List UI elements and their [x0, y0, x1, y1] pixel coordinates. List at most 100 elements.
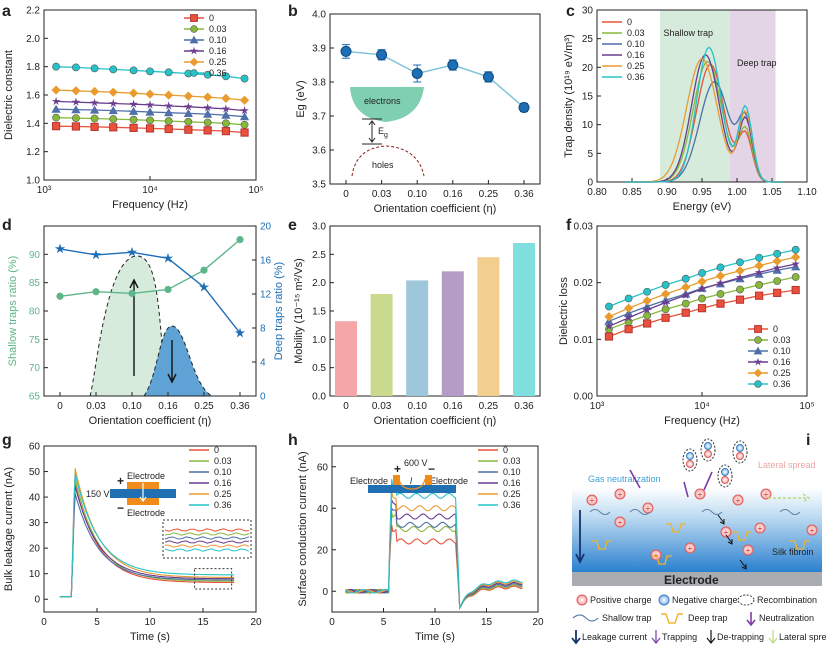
- a-legend-marker: [189, 46, 199, 55]
- b-xtick-label: 0: [343, 189, 349, 200]
- d-shallow-point: [128, 289, 136, 298]
- h-legend-label: 0.16: [503, 478, 521, 488]
- h-series-line: [345, 524, 523, 610]
- f-point: [624, 313, 633, 322]
- panel-label-c: c: [566, 3, 575, 20]
- a-point: [51, 96, 61, 106]
- c-legend-label: 0.25: [627, 61, 645, 71]
- b-point: [340, 45, 352, 57]
- d-shallow-point: [236, 236, 244, 244]
- g-ytick-label: 50: [29, 467, 41, 478]
- e-plot-frame: [329, 225, 541, 397]
- positive-sign: +: [736, 496, 741, 505]
- d-deep-distribution: [143, 325, 213, 397]
- f-legend-marker: [753, 346, 763, 355]
- c-shallow-label: Shallow trap: [664, 28, 714, 38]
- f-point: [773, 288, 782, 297]
- positive-charge: [736, 452, 744, 460]
- a-ytick-label: 1.0: [26, 176, 40, 187]
- f-ytick-label: 0.02: [574, 278, 594, 289]
- e-bar: [513, 243, 535, 396]
- f-ytick-label: 0.03: [574, 222, 594, 233]
- a-point: [164, 124, 173, 134]
- lateral-icon: [768, 630, 778, 644]
- h-electrode-right: Electrode: [430, 476, 468, 486]
- g-voltage: 150 V: [86, 489, 110, 499]
- f-point: [735, 266, 745, 276]
- positive-charge: [760, 488, 772, 500]
- recombination-pair: [700, 438, 716, 462]
- a-legend-label: 0.36: [209, 68, 227, 78]
- positive-charge: [614, 488, 626, 500]
- e-xtick-label: 0.10: [407, 401, 427, 412]
- f-legend-marker: [753, 368, 763, 378]
- legend-leakage: Leakage current: [582, 632, 648, 642]
- f-legend-label: 0: [773, 324, 778, 334]
- a-xtick-label: 10⁴: [142, 185, 157, 196]
- a-ytick-label: 1.4: [26, 119, 40, 130]
- a-ylabel: Dielectric constant: [3, 50, 15, 140]
- e-xtick-label: 0: [343, 401, 349, 412]
- panel-g-chart: 0 10 20 30 40 50 60 0 5 10 15 20 Time (s) Bulk leakag…: [3, 442, 262, 644]
- electrode-label: Electrode: [664, 573, 719, 587]
- a-point: [71, 122, 81, 131]
- a-point: [164, 117, 173, 125]
- a-point: [221, 72, 230, 81]
- f-point: [697, 284, 707, 293]
- positive-sign: +: [618, 518, 623, 527]
- a-point: [203, 103, 212, 112]
- e-xtick-label: 0.03: [372, 401, 392, 412]
- deep-trap: [592, 540, 612, 550]
- a-ytick-label: 1.8: [26, 62, 40, 73]
- recombination-pair: [732, 440, 748, 464]
- a-point: [72, 63, 80, 72]
- d-ylabel-left: Shallow traps ratio (%): [7, 256, 19, 367]
- f-point: [791, 252, 801, 262]
- f-point: [605, 302, 613, 311]
- h-gap: l: [410, 476, 413, 486]
- c-xtick-label: 0.95: [692, 187, 712, 198]
- d-ytick-right-label: 8: [260, 324, 266, 335]
- a-point: [183, 91, 193, 101]
- g-legend-label: 0.16: [214, 478, 232, 488]
- a-ytick-label: 1.2: [26, 147, 40, 158]
- c-legend-label: 0.16: [627, 50, 645, 60]
- f-point: [715, 271, 726, 281]
- h-legend-label: 0: [503, 445, 508, 455]
- c-xtick-label: 0.80: [587, 187, 607, 198]
- g-legend-label: 0.36: [214, 500, 232, 510]
- d-shallow-point: [92, 288, 100, 296]
- g-zoom-line: [164, 540, 249, 544]
- f-point: [661, 313, 670, 322]
- c-xtick-label: 1.00: [727, 187, 747, 198]
- d-xtick-label: 0.36: [230, 401, 250, 412]
- neutralization-arrow: [683, 481, 689, 498]
- f-point: [716, 278, 725, 287]
- e-xtick-label: 0.25: [479, 401, 499, 412]
- f-point: [642, 319, 652, 328]
- a-point: [146, 67, 154, 76]
- g-series-line: [59, 485, 235, 598]
- e-bar: [370, 294, 393, 396]
- f-point: [660, 289, 671, 299]
- positive-sign: +: [590, 496, 595, 505]
- a-point: [90, 98, 99, 107]
- c-legend-label: 0.36: [627, 72, 645, 82]
- a-point: [145, 89, 155, 99]
- a-point: [183, 108, 193, 118]
- e-ytick-label: 3.0: [312, 222, 326, 233]
- positive-sign: +: [724, 528, 729, 537]
- a-point: [108, 105, 118, 115]
- panel-f-chart: 0.00 0.01 0.02 0.03 10³ 10⁴ 10⁵ Frequency (Hz) D…: [558, 222, 815, 428]
- shallow-trap: [701, 509, 723, 515]
- d-ytick-right-label: 20: [260, 222, 272, 233]
- f-point: [604, 312, 614, 322]
- b-plot-frame: [329, 13, 541, 185]
- g-ytick-label: 40: [29, 493, 41, 504]
- e-ytick-label: 0.5: [312, 363, 326, 374]
- f-point: [681, 282, 691, 292]
- b-series-line: [345, 50, 525, 109]
- d-ytick-left-label: 70: [29, 363, 41, 374]
- f-legend-label: 0.03: [773, 335, 791, 345]
- b-point: [482, 71, 494, 83]
